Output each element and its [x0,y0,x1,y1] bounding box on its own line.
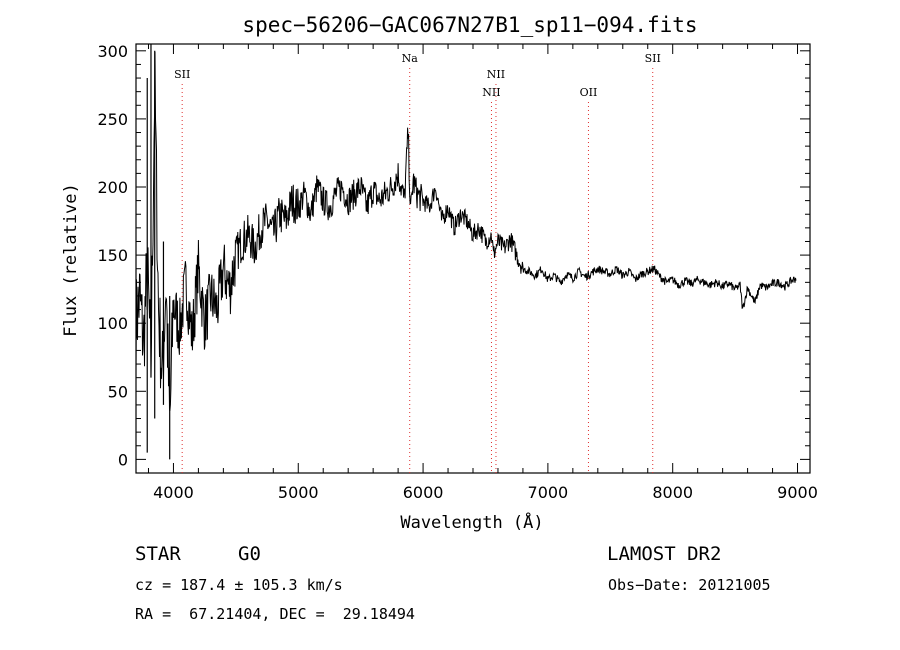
line-marker-label: OII [580,86,598,99]
x-tick-label: 8000 [652,483,693,502]
x-tick-label: 9000 [777,483,818,502]
obs-date-text: Obs−Date: 20121005 [608,576,771,594]
coordinates-text: RA = 67.21404, DEC = 29.18494 [135,605,415,623]
survey-name: LAMOST DR2 [607,543,722,565]
line-marker-label: NII [487,68,505,81]
x-axis-label: Wavelength (Å) [400,511,543,533]
redshift-text: cz = 187.4 ± 105.3 km/s [135,576,343,594]
y-tick-label: 300 [97,42,128,61]
y-axis-label: Flux (relative) [61,183,81,337]
y-tick-label: 100 [97,314,128,333]
x-tick-label: 4000 [153,483,194,502]
y-tick-label: 50 [108,382,128,401]
x-tick-label: 6000 [403,483,444,502]
y-tick-label: 0 [118,450,128,469]
y-tick-label: 200 [97,178,128,197]
y-tick-label: 250 [97,110,128,129]
line-marker-label: SII [174,68,190,81]
spectrum-line [135,51,797,411]
star-class-label: STAR [135,543,181,565]
line-marker-label: SII [645,52,661,65]
y-tick-label: 150 [97,246,128,265]
plot-frame [135,43,811,474]
x-tick-label: 7000 [528,483,569,502]
x-tick-label: 5000 [278,483,319,502]
star-subclass: G0 [238,543,261,565]
line-marker-label: Na [402,52,419,65]
line-marker-label: NII [482,86,500,99]
chart-title: spec−56206−GAC067N27B1_sp11−094.fits [242,13,697,37]
